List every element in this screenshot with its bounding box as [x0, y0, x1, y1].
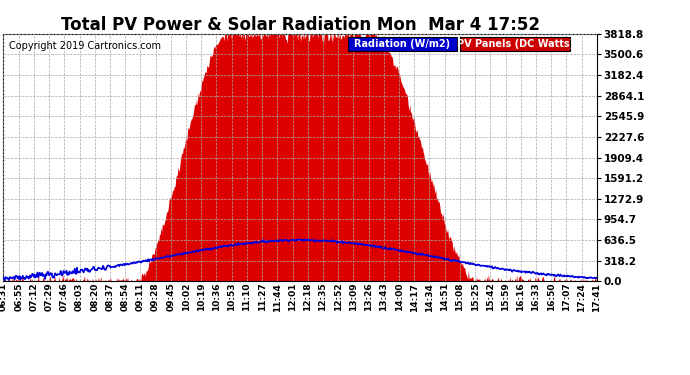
Text: PV Panels (DC Watts): PV Panels (DC Watts) — [457, 39, 574, 49]
Title: Total PV Power & Solar Radiation Mon  Mar 4 17:52: Total PV Power & Solar Radiation Mon Mar… — [61, 16, 540, 34]
FancyBboxPatch shape — [348, 38, 457, 51]
Text: Radiation (W/m2): Radiation (W/m2) — [355, 39, 451, 49]
Text: Copyright 2019 Cartronics.com: Copyright 2019 Cartronics.com — [10, 41, 161, 51]
FancyBboxPatch shape — [460, 38, 570, 51]
